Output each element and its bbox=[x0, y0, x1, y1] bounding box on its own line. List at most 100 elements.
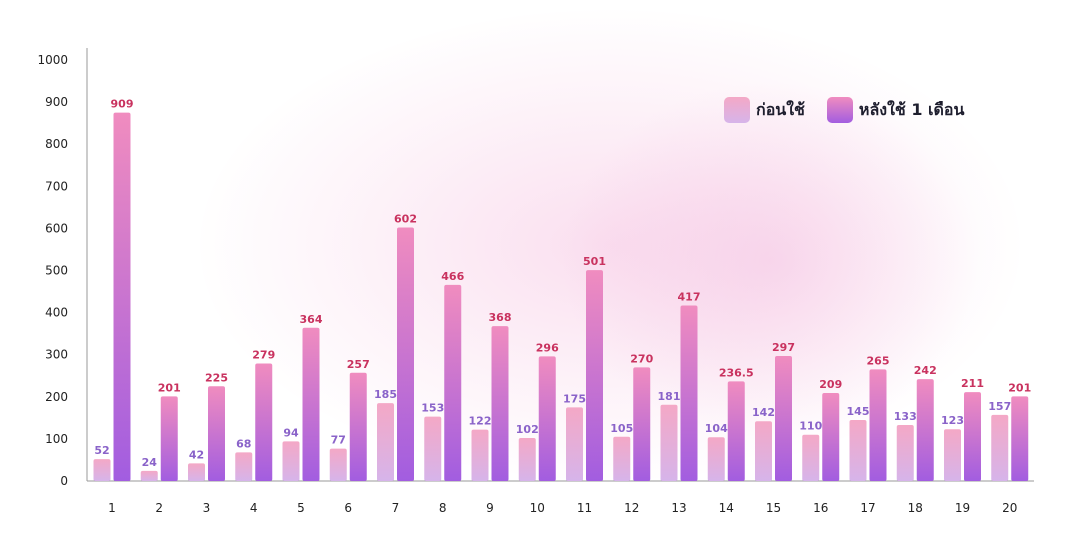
legend-swatch-before bbox=[724, 97, 750, 123]
bar-after bbox=[1011, 396, 1029, 481]
bar-after bbox=[302, 327, 320, 481]
x-tick-label: 14 bbox=[719, 501, 734, 515]
data-label-before: 42 bbox=[189, 448, 204, 461]
x-axis: 1 2 3 4 5 6 7 8 9 10 11 12 13 14 15 16 17 18 19 20 bbox=[87, 480, 1034, 515]
bar-after bbox=[538, 356, 556, 481]
data-label-before: 145 bbox=[847, 405, 870, 418]
bar-after bbox=[208, 386, 225, 481]
y-tick-label: 300 bbox=[45, 348, 68, 362]
bars bbox=[93, 112, 1029, 481]
bar-before bbox=[802, 434, 820, 481]
x-tick-label: 13 bbox=[671, 501, 686, 515]
data-label-before: 181 bbox=[658, 390, 681, 403]
data-label-after: 265 bbox=[867, 354, 890, 367]
data-label-before: 122 bbox=[469, 415, 492, 428]
data-label-before: 77 bbox=[331, 434, 346, 447]
bar-after bbox=[255, 363, 273, 481]
y-tick-label: 800 bbox=[45, 137, 68, 151]
y-tick-label: 0 bbox=[60, 474, 68, 488]
bar-after bbox=[491, 326, 509, 481]
data-label-before: 68 bbox=[236, 437, 251, 450]
x-tick-label: 5 bbox=[297, 501, 305, 515]
data-label-after: 417 bbox=[678, 290, 701, 303]
data-label-before: 102 bbox=[516, 423, 539, 436]
data-label-after: 209 bbox=[819, 378, 842, 391]
bar-after bbox=[916, 379, 934, 481]
bar-before bbox=[755, 421, 772, 481]
data-label-after: 257 bbox=[347, 358, 370, 371]
x-tick-label: 17 bbox=[860, 501, 875, 515]
bar-after bbox=[444, 284, 462, 481]
x-tick-label: 18 bbox=[908, 501, 923, 515]
data-label-after: 368 bbox=[489, 311, 512, 324]
data-label-after: 364 bbox=[300, 313, 323, 326]
data-label-before: 153 bbox=[421, 402, 444, 415]
x-tick-label: 2 bbox=[155, 501, 163, 515]
bar-before bbox=[140, 470, 158, 481]
data-label-before: 133 bbox=[894, 410, 917, 423]
bar-before bbox=[991, 414, 1009, 481]
bar-after bbox=[586, 270, 603, 481]
x-tick-label: 9 bbox=[486, 501, 494, 515]
bar-before bbox=[329, 448, 347, 481]
x-tick-label: 7 bbox=[392, 501, 400, 515]
y-tick-label: 100 bbox=[45, 432, 68, 446]
x-tick-label: 10 bbox=[530, 501, 545, 515]
y-tick-label: 600 bbox=[45, 221, 68, 235]
bar-after bbox=[160, 396, 178, 481]
x-tick-label: 20 bbox=[1002, 501, 1017, 515]
bar-before bbox=[896, 425, 914, 481]
bar-before bbox=[377, 403, 394, 481]
x-tick-label: 4 bbox=[250, 501, 258, 515]
data-label-after: 201 bbox=[158, 381, 181, 394]
y-tick-label: 700 bbox=[45, 179, 68, 193]
data-label-after: 242 bbox=[914, 364, 937, 377]
data-label-after: 279 bbox=[252, 349, 275, 362]
bar-before bbox=[707, 437, 725, 481]
legend: ก่อนใช้ หลังใช้ 1 เดือน bbox=[724, 97, 986, 123]
y-tick-label: 900 bbox=[45, 95, 68, 109]
bar-before bbox=[282, 441, 300, 481]
y-tick-label: 200 bbox=[45, 390, 68, 404]
bar-after bbox=[775, 355, 792, 481]
x-tick-label: 12 bbox=[624, 501, 639, 515]
bar-before bbox=[93, 459, 111, 481]
bar-after bbox=[680, 305, 698, 481]
data-label-before: 52 bbox=[94, 444, 109, 457]
data-label-before: 123 bbox=[941, 414, 964, 427]
data-label-before: 104 bbox=[705, 422, 728, 435]
legend-label-before: ก่อนใช้ bbox=[756, 99, 805, 119]
data-label-after: 201 bbox=[1008, 381, 1031, 394]
data-label-before: 24 bbox=[142, 456, 158, 469]
data-label-before: 94 bbox=[283, 426, 299, 439]
bar-before bbox=[944, 429, 961, 481]
bar-before bbox=[613, 436, 631, 481]
legend-swatch-after bbox=[826, 97, 853, 123]
data-label-after: 501 bbox=[583, 255, 606, 268]
data-label-after: 225 bbox=[205, 371, 228, 384]
data-label-before: 175 bbox=[563, 392, 586, 405]
bar-after bbox=[349, 372, 367, 481]
bar-before bbox=[424, 416, 442, 481]
bar-after bbox=[397, 227, 414, 481]
x-tick-label: 3 bbox=[203, 501, 211, 515]
bar-before bbox=[660, 404, 678, 481]
x-tick-label: 6 bbox=[344, 501, 352, 515]
data-labels: 52 909 24 201 42 225 68 279 94 364 77 257 185 602 153 4… bbox=[94, 98, 1031, 469]
data-label-after: 297 bbox=[772, 341, 795, 354]
data-label-after: 466 bbox=[441, 270, 464, 283]
data-label-after: 236.5 bbox=[719, 366, 754, 379]
x-tick-label: 8 bbox=[439, 501, 447, 515]
legend-item-before: ก่อนใช้ bbox=[724, 97, 805, 123]
y-axis: 0 100 200 300 400 500 600 700 800 900 1000 bbox=[37, 48, 88, 488]
data-label-after: 270 bbox=[630, 352, 653, 365]
x-tick-label: 11 bbox=[577, 501, 592, 515]
x-tick-label: 1 bbox=[108, 501, 116, 515]
bar-before bbox=[188, 463, 205, 481]
bar-before bbox=[471, 429, 489, 481]
bar-after bbox=[869, 369, 887, 481]
data-label-before: 142 bbox=[752, 406, 775, 419]
y-tick-label: 500 bbox=[45, 264, 68, 278]
data-label-after: 211 bbox=[961, 377, 984, 390]
